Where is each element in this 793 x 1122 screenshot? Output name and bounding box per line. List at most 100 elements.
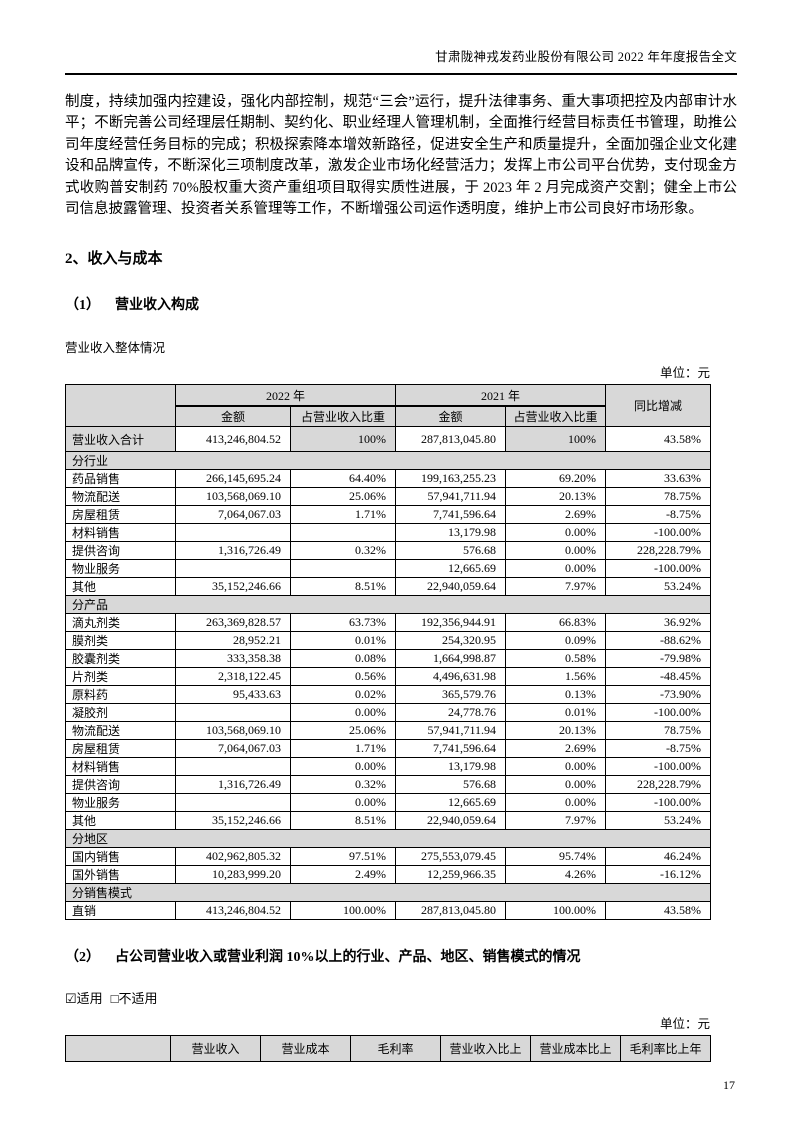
table-cell: 275,553,079.45 — [395, 847, 507, 867]
table-cell: 10,283,999.20 — [175, 865, 291, 885]
table-cell — [175, 523, 291, 543]
table-row: 分地区 — [64, 829, 712, 849]
table-cell: 266,145,695.24 — [175, 469, 291, 489]
table-cell: 57,941,711.94 — [395, 487, 507, 507]
table-cell: 0.00% — [505, 793, 607, 813]
table-cell: 24,778.76 — [395, 703, 507, 723]
table-cell: 287,813,045.80 — [395, 426, 507, 453]
row-label: 原料药 — [65, 685, 176, 705]
table-cell: 0.00% — [289, 703, 397, 723]
table-cell: 103,568,069.10 — [175, 487, 291, 507]
section-heading-income-cost: 2、收入与成本 — [65, 251, 163, 268]
table-cell: 8.51% — [289, 811, 397, 831]
table-cell: 192,356,944.91 — [395, 613, 507, 633]
table-cell: 1,316,726.49 — [175, 775, 291, 795]
table-cell: -48.45% — [605, 667, 712, 687]
table-cell: 0.56% — [289, 667, 397, 687]
table-cell: 13,179.98 — [395, 757, 507, 777]
subsection-title: 营业收入构成 — [115, 298, 199, 314]
row-label: 材料销售 — [65, 523, 176, 543]
table-cell: 7,064,067.03 — [175, 739, 291, 759]
table-cell: 8.51% — [289, 577, 397, 597]
table-cell: 228,228.79% — [605, 775, 712, 795]
table-cell: 25.06% — [289, 487, 397, 507]
column-header: 营业成本 — [260, 1035, 351, 1063]
table-cell: 100% — [505, 426, 607, 453]
table-cell: 95.74% — [505, 847, 607, 867]
table-cell: 4,496,631.98 — [395, 667, 507, 687]
page-number: 17 — [723, 1078, 735, 1093]
table-cell: 25.06% — [289, 721, 397, 741]
table-cell: 2.69% — [505, 505, 607, 525]
table-cell: 7.97% — [505, 811, 607, 831]
table-cell: 100% — [289, 426, 397, 453]
table-cell: 1.71% — [289, 739, 397, 759]
table-cell: 12,665.69 — [395, 793, 507, 813]
table-cell: 97.51% — [289, 847, 397, 867]
table-cell: 43.58% — [605, 426, 712, 453]
blank-header-cell — [65, 384, 176, 428]
table-cell: -100.00% — [605, 757, 712, 777]
table-cell: -100.00% — [605, 523, 712, 543]
column-header: 毛利率比上年 — [620, 1035, 711, 1063]
pct-header-2021: 占营业收入比重 — [505, 405, 607, 428]
table-cell: 0.01% — [505, 703, 607, 723]
table-row: 材料销售 13,179.98 0.00% -100.00% — [65, 523, 712, 543]
subsection-heading-major-items: （2） 占公司营业收入或营业利润 10%以上的行业、产品、地区、销售模式的情况 — [65, 946, 737, 966]
section-label: 分产品 — [64, 595, 712, 615]
table-cell: 36.92% — [605, 613, 712, 633]
table-row: 国内销售 402,962,805.32 97.51% 275,553,079.45 95… — [65, 847, 712, 867]
table-cell: 199,163,255.23 — [395, 469, 507, 489]
table-cell: 35,152,246.66 — [175, 811, 291, 831]
row-label: 滴丸剂类 — [65, 613, 176, 633]
table-cell: 254,320.95 — [395, 631, 507, 651]
table-row: 分销售模式 — [64, 883, 712, 903]
table-cell: 12,665.69 — [395, 559, 507, 579]
table-cell: 2,318,122.45 — [175, 667, 291, 687]
table-cell — [175, 757, 291, 777]
table-row: 滴丸剂类 263,369,828.57 63.73% 192,356,944.91 66… — [65, 613, 712, 633]
table-cell: 78.75% — [605, 487, 712, 507]
column-header: 营业收入比上 — [440, 1035, 531, 1063]
table-cell: -16.12% — [605, 865, 712, 885]
table-cell: 100.00% — [289, 901, 397, 921]
table-cell: 28,952.21 — [175, 631, 291, 651]
row-label: 物流配送 — [65, 721, 176, 741]
applicable-checkbox: ☑适用 — [65, 991, 103, 1007]
table-row: 分行业 — [64, 451, 712, 471]
table-cell: 333,358.38 — [175, 649, 291, 669]
table-cell — [175, 703, 291, 723]
table-cell: 35,152,246.66 — [175, 577, 291, 597]
table-row: 原料药 95,433.63 0.02% 365,579.76 0.13% -73.90% — [65, 685, 712, 705]
table-cell: 0.00% — [289, 757, 397, 777]
table-cell: 46.24% — [605, 847, 712, 867]
column-header: 营业成本比上 — [530, 1035, 621, 1063]
table-cell: 22,940,059.64 — [395, 811, 507, 831]
doc-header-title: 甘肃陇神戎发药业股份有限公司 2022 年年度报告全文 — [435, 50, 737, 64]
table-cell: 57,941,711.94 — [395, 721, 507, 741]
table-row: 直销 413,246,804.52 100.00% 287,813,045.80 100… — [65, 901, 712, 921]
table-row: 物流配送 103,568,069.10 25.06% 57,941,711.94 20.… — [65, 487, 712, 507]
table-row: 物业服务 12,665.69 0.00% -100.00% — [65, 559, 712, 579]
table-cell: 2.69% — [505, 739, 607, 759]
row-label: 提供咨询 — [65, 775, 176, 795]
table-cell: 66.83% — [505, 613, 607, 633]
table-cell: 402,962,805.32 — [175, 847, 291, 867]
table-cell: 0.00% — [505, 523, 607, 543]
table-cell: 0.32% — [289, 541, 397, 561]
year-2022-header: 2022 年 — [174, 384, 397, 407]
row-label: 胶囊剂类 — [65, 649, 176, 669]
table-cell: -79.98% — [605, 649, 712, 669]
table-row: 分产品 — [64, 595, 712, 615]
section-label: 分地区 — [64, 829, 712, 849]
table-cell: 0.00% — [505, 559, 607, 579]
table-cell: -8.75% — [605, 505, 712, 525]
table-row: 营业收入合计 413,246,804.52 100% 287,813,045.80 10… — [65, 426, 712, 453]
amount-header-2022: 金额 — [175, 405, 291, 428]
table-cell: 576.68 — [395, 541, 507, 561]
table-row: 膜剂类 28,952.21 0.01% 254,320.95 0.09% -88.62% — [65, 631, 712, 651]
row-label: 国内销售 — [65, 847, 176, 867]
table-cell: 22,940,059.64 — [395, 577, 507, 597]
table-cell: 0.01% — [289, 631, 397, 651]
row-label: 物业服务 — [65, 793, 176, 813]
